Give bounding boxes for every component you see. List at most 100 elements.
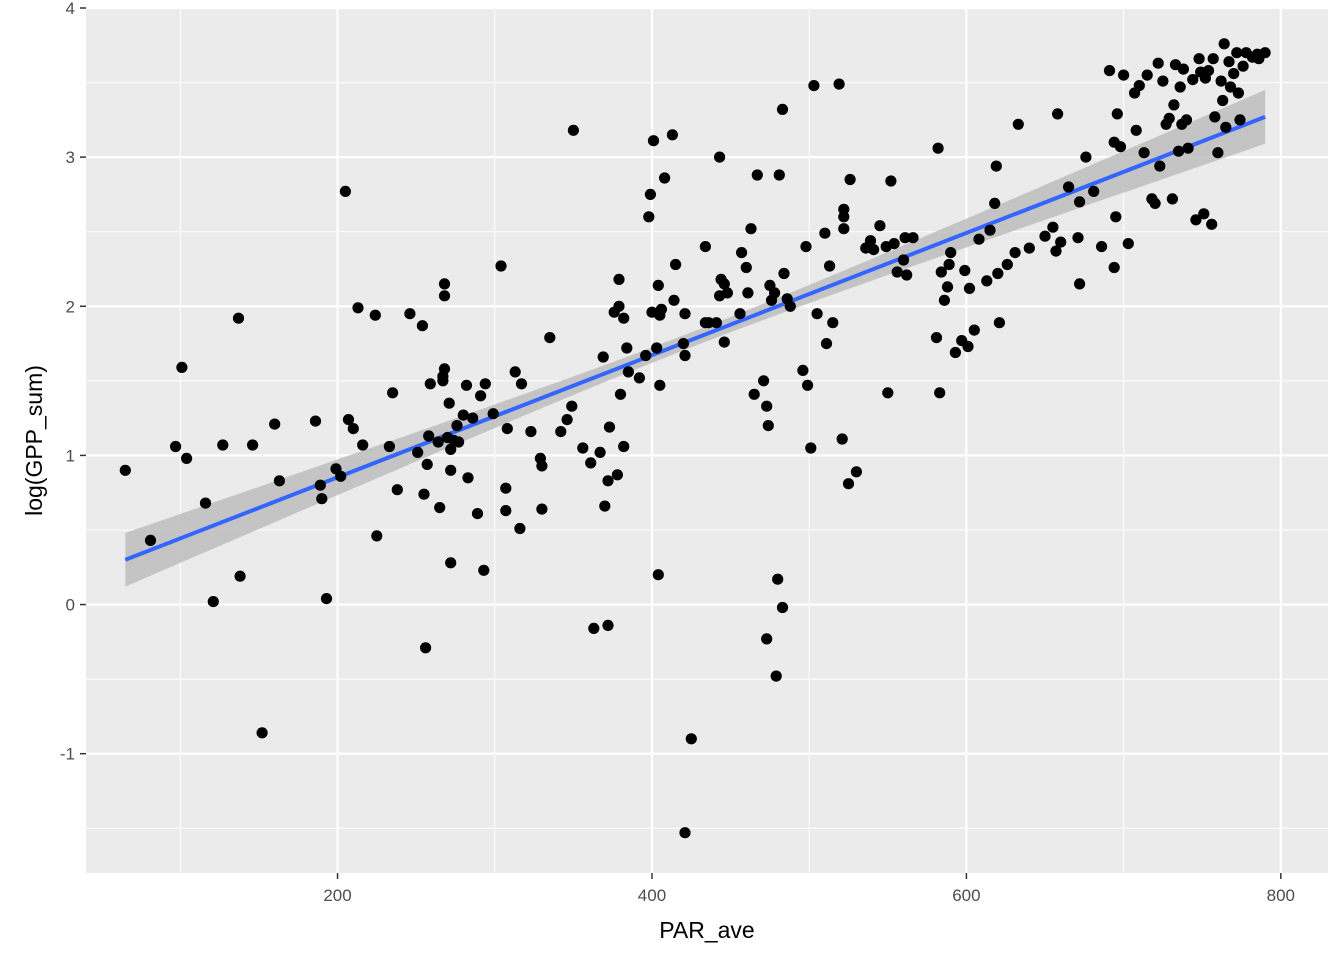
data-point <box>885 175 897 187</box>
data-point <box>666 129 679 141</box>
data-point <box>1114 141 1127 153</box>
data-point <box>416 320 428 332</box>
data-point <box>603 421 616 433</box>
data-point <box>614 388 627 400</box>
data-point <box>1206 218 1218 230</box>
data-point <box>844 173 856 186</box>
x-tick-label: 600 <box>952 886 980 905</box>
data-point <box>1080 151 1092 163</box>
data-point <box>342 414 355 426</box>
data-point <box>602 475 614 487</box>
data-point <box>797 364 809 376</box>
data-point <box>515 378 528 390</box>
data-point <box>838 223 850 235</box>
data-point <box>820 338 833 350</box>
data-point <box>802 379 814 391</box>
data-point <box>740 261 752 274</box>
data-point <box>827 317 839 329</box>
data-point <box>536 460 548 472</box>
data-point <box>418 488 430 500</box>
data-point <box>963 282 976 294</box>
data-point <box>736 247 748 259</box>
data-point <box>990 160 1002 172</box>
data-point <box>495 260 507 272</box>
data-point <box>207 596 219 608</box>
data-point <box>1063 181 1075 193</box>
data-point <box>1110 211 1122 223</box>
data-point <box>1023 242 1035 254</box>
data-point <box>1198 208 1210 220</box>
data-point <box>357 439 369 451</box>
data-point <box>710 317 723 329</box>
data-point <box>391 484 403 496</box>
data-point <box>1088 185 1100 197</box>
data-point <box>181 452 193 464</box>
data-point <box>232 312 245 324</box>
data-point <box>1138 147 1150 159</box>
data-point <box>347 423 359 435</box>
data-point <box>1217 94 1229 107</box>
data-point <box>819 227 831 239</box>
data-point <box>808 80 820 92</box>
data-point <box>1074 196 1086 208</box>
data-point <box>1074 278 1086 290</box>
data-point <box>247 439 259 451</box>
data-point <box>1001 258 1013 271</box>
data-point <box>778 267 790 280</box>
data-point <box>644 188 657 200</box>
data-point <box>989 197 1001 209</box>
data-point <box>1173 145 1185 157</box>
data-point <box>618 312 630 324</box>
data-point <box>316 493 328 505</box>
data-point <box>525 426 537 438</box>
data-point <box>882 387 894 399</box>
data-point <box>784 300 796 312</box>
data-point <box>745 223 757 235</box>
data-point <box>742 287 754 299</box>
data-point <box>383 440 395 453</box>
data-point <box>423 430 435 442</box>
data-point <box>679 308 691 320</box>
data-point <box>1228 68 1240 80</box>
data-point <box>273 475 285 487</box>
data-point <box>992 267 1004 280</box>
data-point <box>1130 124 1142 136</box>
data-point <box>1223 56 1235 68</box>
data-point <box>842 478 855 490</box>
data-point <box>434 502 446 514</box>
data-point <box>561 414 573 426</box>
data-point <box>594 446 606 458</box>
data-point <box>1234 114 1246 126</box>
data-point <box>119 464 131 476</box>
data-point <box>850 466 863 478</box>
data-point <box>514 522 526 535</box>
data-point <box>800 241 812 253</box>
data-point <box>1220 121 1232 133</box>
data-point <box>1009 247 1021 259</box>
data-point <box>833 78 845 90</box>
data-point <box>659 172 671 184</box>
data-point <box>566 400 578 412</box>
data-point <box>748 388 760 400</box>
y-tick-label: -1 <box>60 745 75 764</box>
data-point <box>668 294 680 306</box>
data-point <box>655 303 668 315</box>
x-tick-label: 800 <box>1267 886 1295 905</box>
x-tick-label: 200 <box>323 886 351 905</box>
data-point <box>1231 47 1243 59</box>
data-point <box>509 366 521 378</box>
data-point <box>256 727 268 739</box>
data-point <box>1055 236 1067 248</box>
data-point <box>597 351 609 363</box>
data-point <box>618 440 630 453</box>
data-point <box>176 361 188 373</box>
data-point <box>555 426 567 438</box>
data-point <box>500 505 512 517</box>
data-points <box>119 38 1271 839</box>
data-point <box>1141 69 1153 81</box>
data-point <box>670 258 682 271</box>
data-point <box>968 324 980 336</box>
y-tick-label: 2 <box>66 297 75 316</box>
data-point <box>1182 142 1194 154</box>
